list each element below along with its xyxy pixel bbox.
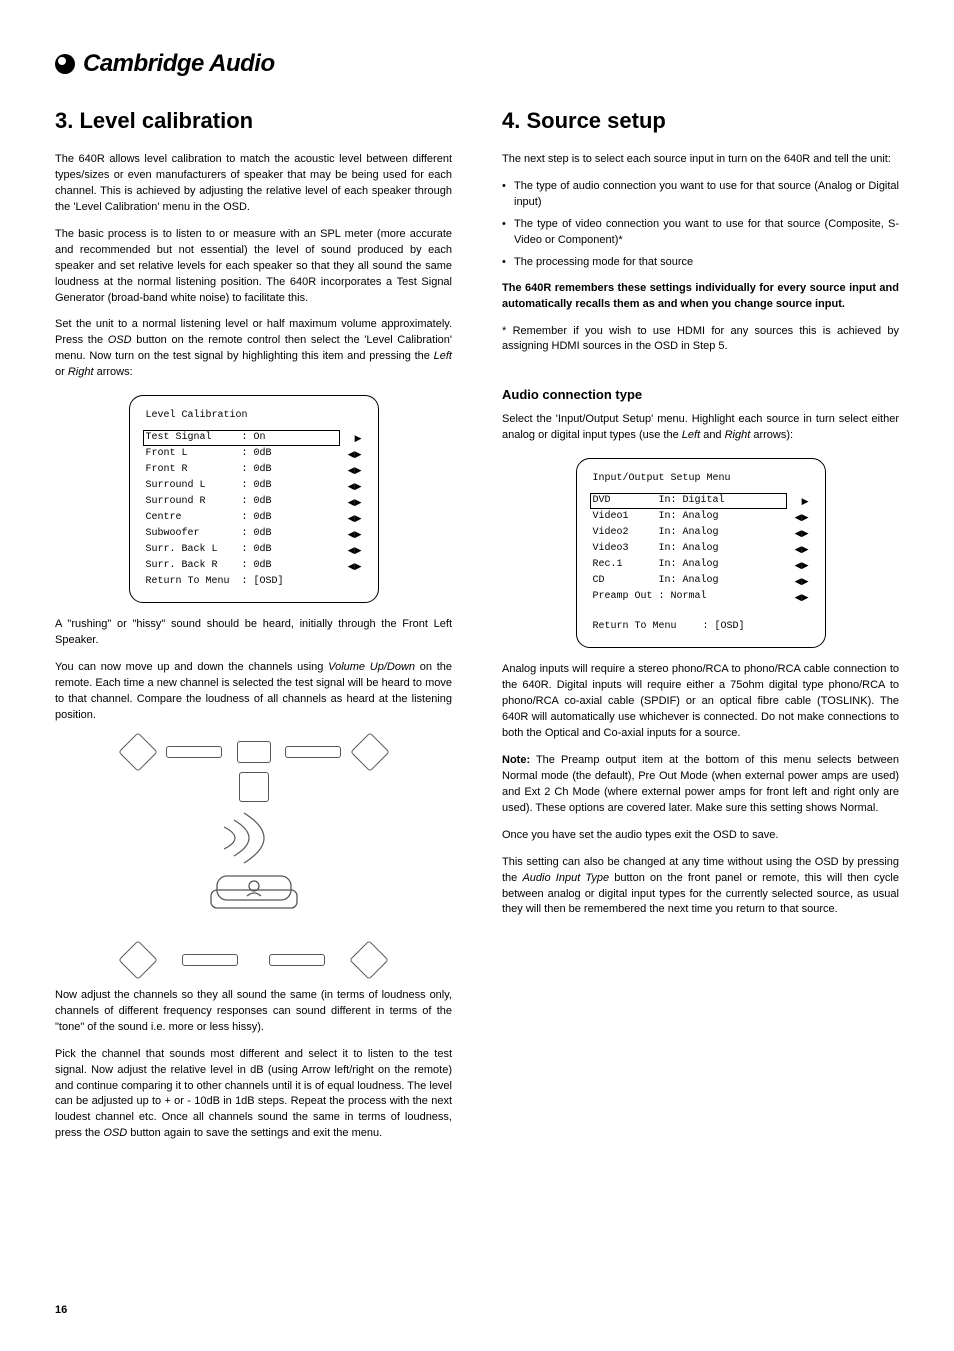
osd-row: Preamp Out : Normal◀▶ [593, 589, 809, 605]
osd-input-output: Input/Output Setup Menu DVD In: Digital▶… [576, 458, 826, 648]
right-column: 4. Source setup The next step is to sele… [502, 108, 899, 1153]
osd-row: Surround R : 0dB◀▶ [146, 494, 362, 510]
osd-row: Video1 In: Analog◀▶ [593, 509, 809, 525]
osd-row: Surr. Back L : 0dB◀▶ [146, 542, 362, 558]
para: * Remember if you wish to use HDMI for a… [502, 324, 899, 356]
speaker-icon [269, 954, 325, 966]
subheading-audio-connection: Audio connection type [502, 387, 899, 402]
para: Once you have set the audio types exit t… [502, 828, 899, 844]
heading-source-setup: 4. Source setup [502, 108, 899, 134]
bullet-list: The type of audio connection you want to… [502, 179, 899, 271]
para: The next step is to select each source i… [502, 152, 899, 168]
list-item: The type of video connection you want to… [502, 217, 899, 249]
osd-row: Front R : 0dB◀▶ [146, 462, 362, 478]
para: The basic process is to listen to or mea… [55, 227, 452, 307]
para: A "rushing" or "hissy" sound should be h… [55, 617, 452, 649]
osd-row: Rec.1 In: Analog◀▶ [593, 557, 809, 573]
logo-icon [55, 54, 75, 74]
osd-row: CD In: Analog◀▶ [593, 573, 809, 589]
para: You can now move up and down the channel… [55, 660, 452, 724]
para: Now adjust the channels so they all soun… [55, 988, 452, 1036]
speaker-icon [118, 732, 158, 772]
logo: Cambridge Audio [55, 50, 899, 78]
osd-row: Surr. Back R : 0dB◀▶ [146, 558, 362, 574]
heading-level-calibration: 3. Level calibration [55, 108, 452, 134]
para: Analog inputs will require a stereo phon… [502, 662, 899, 742]
speaker-icon [350, 940, 390, 980]
osd-title: Input/Output Setup Menu [593, 471, 809, 487]
speaker-icon [285, 746, 341, 758]
para: This setting can also be changed at any … [502, 855, 899, 919]
para-bold: The 640R remembers these settings indivi… [502, 281, 899, 313]
sofa-icon [209, 872, 299, 914]
osd-row: Return To Menu: [OSD] [593, 619, 809, 635]
subwoofer-icon [239, 772, 269, 802]
osd-row: Return To Menu : [OSD] [146, 574, 362, 590]
osd-level-calibration: Level Calibration Test Signal : On▶Front… [129, 395, 379, 603]
osd-title: Level Calibration [146, 408, 362, 424]
para: Note: The Preamp output item at the bott… [502, 753, 899, 817]
para: Set the unit to a normal listening level… [55, 317, 452, 381]
osd-row: Centre : 0dB◀▶ [146, 510, 362, 526]
osd-row: Test Signal : On▶ [146, 430, 362, 446]
logo-text: Cambridge Audio [83, 50, 275, 78]
room-diagram [124, 738, 384, 974]
page-number: 16 [55, 1304, 67, 1316]
para: Select the 'Input/Output Setup' menu. Hi… [502, 412, 899, 444]
speaker-icon [182, 954, 238, 966]
left-column: 3. Level calibration The 640R allows lev… [55, 108, 452, 1153]
osd-row: Video2 In: Analog◀▶ [593, 525, 809, 541]
osd-row: Video3 In: Analog◀▶ [593, 541, 809, 557]
speaker-icon [237, 741, 271, 763]
osd-row: Subwoofer : 0dB◀▶ [146, 526, 362, 542]
osd-row: Front L : 0dB◀▶ [146, 446, 362, 462]
list-item: The processing mode for that source [502, 255, 899, 271]
columns: 3. Level calibration The 640R allows lev… [55, 108, 899, 1153]
speaker-icon [118, 940, 158, 980]
para: The 640R allows level calibration to mat… [55, 152, 452, 216]
list-item: The type of audio connection you want to… [502, 179, 899, 211]
speaker-icon [350, 732, 390, 772]
osd-row: DVD In: Digital▶ [593, 493, 809, 509]
para: Pick the channel that sounds most differ… [55, 1047, 452, 1143]
sound-wave-icon [204, 808, 304, 868]
speaker-icon [166, 746, 222, 758]
osd-row: Surround L : 0dB◀▶ [146, 478, 362, 494]
